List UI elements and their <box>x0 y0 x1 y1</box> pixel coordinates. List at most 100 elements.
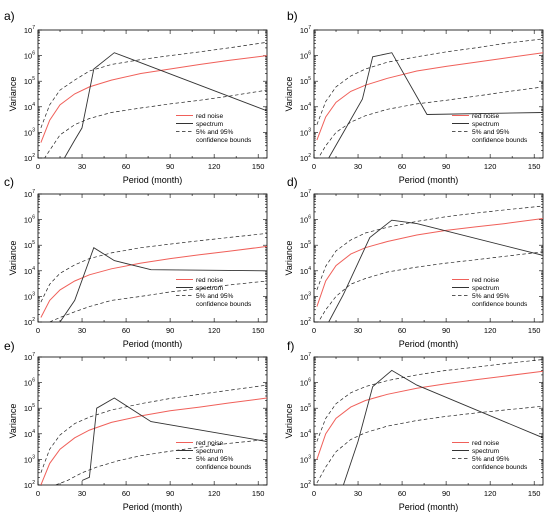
x-tick-label: 120 <box>208 162 221 171</box>
y-tick-label: 107 <box>24 189 35 199</box>
x-tick-label: 30 <box>354 489 362 498</box>
panel-label: c) <box>4 175 14 189</box>
red-noise-line <box>40 245 267 318</box>
y-tick-label: 104 <box>24 429 35 439</box>
y-tick-label: 102 <box>300 480 311 490</box>
y-axis-title: Variance <box>284 77 294 112</box>
y-tick-label: 105 <box>300 76 311 86</box>
legend-label: red noise <box>472 440 499 447</box>
y-tick-label: 107 <box>300 25 311 35</box>
x-tick-label: 150 <box>252 489 265 498</box>
y-tick-label: 102 <box>24 317 35 327</box>
legend-label: 5% and 95% <box>472 456 510 463</box>
y-tick-label: 106 <box>300 51 311 61</box>
y-tick-label: 107 <box>300 352 311 362</box>
legend-label: confidence bounds <box>196 301 252 308</box>
plot-frame <box>313 193 544 323</box>
legend-label: 5% and 95% <box>196 129 234 136</box>
legend-label: 5% and 95% <box>196 456 234 463</box>
red-noise-line <box>40 397 267 485</box>
x-tick-label: 30 <box>354 326 362 335</box>
legend-label: 5% and 95% <box>196 293 234 300</box>
chart-panel: e) 0 30 60 90 120 150 102 103 104 105 106 107 Period … <box>4 339 268 512</box>
legend-label: red noise <box>196 440 223 447</box>
legend-label: red noise <box>472 277 499 284</box>
x-axis-title: Period (month) <box>123 339 183 349</box>
panel-label: d) <box>287 175 298 189</box>
y-tick-label: 106 <box>24 378 35 388</box>
red-noise-line <box>316 218 543 307</box>
y-tick-label: 103 <box>300 454 311 464</box>
x-axis-title: Period (month) <box>123 175 183 185</box>
x-tick-label: 90 <box>166 326 174 335</box>
spectrum-line <box>81 397 267 481</box>
plot-frame <box>37 356 268 486</box>
legend-label: confidence bounds <box>472 137 528 144</box>
y-tick-label: 103 <box>300 127 311 137</box>
legend-label: red noise <box>196 277 223 284</box>
x-tick-label: 0 <box>36 326 40 335</box>
legend-label: red noise <box>472 113 499 120</box>
legend-label: 5% and 95% <box>472 129 510 136</box>
panel-label: a) <box>4 9 15 23</box>
legend-label: confidence bounds <box>196 137 252 144</box>
y-tick-label: 106 <box>300 378 311 388</box>
y-tick-label: 105 <box>300 403 311 413</box>
x-tick-label: 150 <box>528 326 541 335</box>
spectrum-line <box>64 52 267 158</box>
y-axis-title: Variance <box>8 77 18 112</box>
legend-label: confidence bounds <box>472 301 528 308</box>
x-tick-label: 150 <box>252 326 265 335</box>
x-tick-label: 120 <box>208 326 221 335</box>
legend-label: spectrum <box>472 285 500 292</box>
y-axis-title: Variance <box>284 241 294 276</box>
panel-label: f) <box>287 339 294 353</box>
y-axis-title: Variance <box>8 241 18 276</box>
y-tick-label: 103 <box>300 291 311 301</box>
series-group <box>40 233 267 322</box>
95-bound-line <box>40 41 267 129</box>
x-tick-label: 120 <box>484 489 497 498</box>
y-axis-title: Variance <box>8 404 18 439</box>
y-tick-label: 102 <box>300 153 311 163</box>
y-tick-label: 103 <box>24 454 35 464</box>
x-tick-label: 0 <box>312 162 316 171</box>
x-axis-title: Period (month) <box>399 339 459 349</box>
legend-label: spectrum <box>196 121 224 128</box>
y-tick-label: 104 <box>24 266 35 276</box>
x-tick-label: 0 <box>36 162 40 171</box>
x-tick-label: 150 <box>252 162 265 171</box>
5-bound-line <box>317 251 543 322</box>
95-bound-line <box>40 233 267 303</box>
legend-label: spectrum <box>196 448 224 455</box>
x-tick-label: 150 <box>528 489 541 498</box>
95-bound-line <box>316 359 543 442</box>
x-tick-label: 0 <box>312 326 316 335</box>
5-bound-line <box>316 405 543 484</box>
x-tick-label: 90 <box>442 489 450 498</box>
x-tick-label: 30 <box>78 489 86 498</box>
chart-panel: c) 0 30 60 90 120 150 102 103 104 105 106 107 Period … <box>4 175 268 349</box>
chart-panel: f) 0 30 60 90 120 150 102 103 104 105 106 107 Period … <box>284 339 544 512</box>
5-bound-line <box>55 439 267 485</box>
y-tick-label: 102 <box>300 317 311 327</box>
y-tick-label: 104 <box>300 429 311 439</box>
y-tick-label: 105 <box>24 403 35 413</box>
series-group <box>316 205 543 322</box>
chart-panel: b) 0 30 60 90 120 150 102 103 104 105 106 107 Period … <box>284 9 544 185</box>
5-bound-line <box>317 86 543 158</box>
x-tick-label: 90 <box>166 162 174 171</box>
y-tick-label: 104 <box>300 102 311 112</box>
plot-frame <box>37 193 268 323</box>
x-tick-label: 120 <box>208 489 221 498</box>
x-tick-label: 30 <box>78 162 86 171</box>
5-bound-line <box>49 280 267 322</box>
red-noise-line <box>316 52 543 141</box>
x-tick-label: 30 <box>78 326 86 335</box>
